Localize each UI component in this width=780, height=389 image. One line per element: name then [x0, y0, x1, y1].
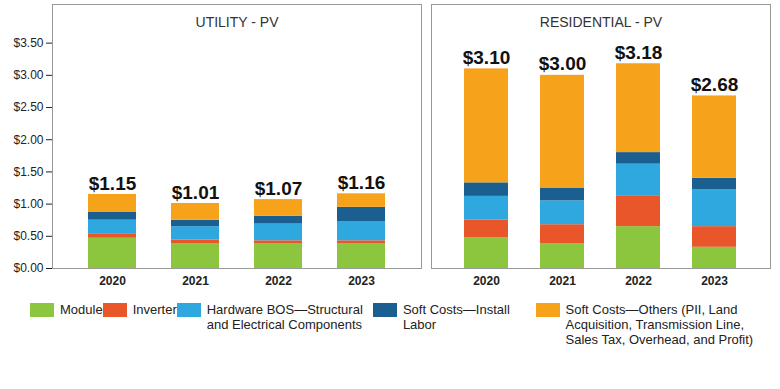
- svg-text:$1.01: $1.01: [172, 182, 220, 203]
- svg-text:2023: 2023: [348, 274, 375, 288]
- html-text:Soft Costs—Install Labor: Soft Costs—Install Labor: [402, 302, 510, 332]
- svg-text:$3.00: $3.00: [539, 53, 587, 74]
- svg-text:$1.15: $1.15: [89, 173, 137, 194]
- svg-text:$1.00: $1.00: [13, 197, 43, 211]
- svg-text:$1.07: $1.07: [255, 178, 303, 199]
- html-text:Inverter: Inverter: [132, 302, 177, 317]
- svg-text:2022: 2022: [625, 274, 652, 288]
- svg-text:$3.18: $3.18: [615, 42, 663, 63]
- svg-text:$2.00: $2.00: [13, 133, 43, 147]
- svg-text:2020: 2020: [473, 274, 500, 288]
- svg-text:$3.00: $3.00: [13, 68, 43, 82]
- svg-text:$0.50: $0.50: [13, 229, 43, 243]
- svg-text:2021: 2021: [549, 274, 576, 288]
- svg-text:$0.00: $0.00: [13, 261, 43, 275]
- svg-text:UTILITY - PV: UTILITY - PV: [196, 14, 280, 30]
- html-text:Module: Module: [60, 302, 103, 317]
- svg-text:2023: 2023: [701, 274, 728, 288]
- html-text:Soft Costs—Others (PII, Land A: Soft Costs—Others (PII, Land Acquisition…: [565, 302, 754, 347]
- svg-text:2020: 2020: [99, 274, 126, 288]
- svg-text:$1.16: $1.16: [338, 172, 386, 193]
- svg-text:RESIDENTIAL - PV: RESIDENTIAL - PV: [540, 14, 663, 30]
- svg-text:$3.10: $3.10: [463, 47, 511, 68]
- svg-text:2021: 2021: [182, 274, 209, 288]
- svg-text:$1.50: $1.50: [13, 165, 43, 179]
- svg-text:2022: 2022: [265, 274, 292, 288]
- html-text:Hardware BOS—Structural and El: Hardware BOS—Structural and Electrical C…: [206, 302, 363, 332]
- svg-text:$2.50: $2.50: [13, 100, 43, 114]
- svg-text:$2.68: $2.68: [691, 74, 739, 95]
- svg-text:$3.50: $3.50: [13, 36, 43, 50]
